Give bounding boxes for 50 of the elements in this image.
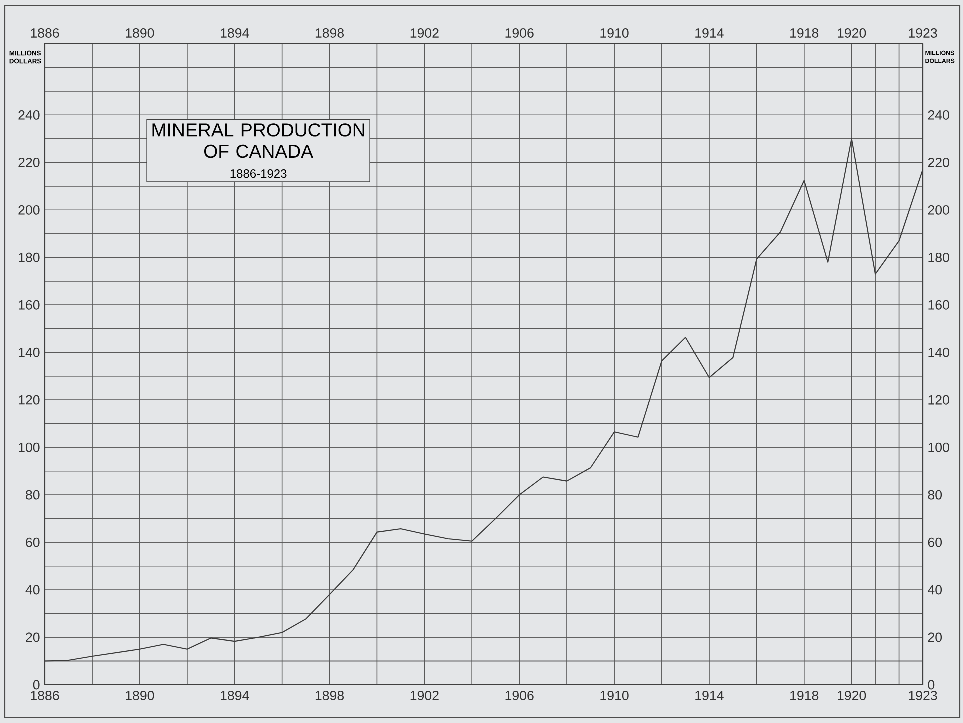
- x2-tick-label: 1906: [506, 691, 534, 700]
- x2-tick-label: 1918: [790, 691, 819, 700]
- x-tick-label: 1906: [506, 28, 534, 38]
- y2-tick-label: 60: [928, 538, 942, 548]
- y2-tick-label: 20: [928, 632, 942, 642]
- x-tick-label: 1890: [126, 28, 154, 38]
- x-tick-label: 1918: [790, 28, 819, 38]
- y-tick-label: 60: [26, 538, 40, 548]
- x-tick-label: 1914: [696, 28, 724, 38]
- text: MINERAL PRODUCTION OF CANADA: [152, 124, 364, 158]
- x2-tick-label: 1920: [838, 691, 866, 700]
- y2-tick-label: 0: [928, 680, 935, 690]
- y2-tick-label: 160: [928, 300, 950, 310]
- y2-tick-label: 140: [928, 348, 950, 358]
- y-tick-label: 200: [18, 205, 40, 215]
- x-tick-label: 1898: [316, 28, 344, 38]
- x2-tick-label: 1910: [600, 691, 629, 700]
- y2-tick-label: 120: [928, 395, 950, 405]
- x2-tick-label: 1923: [909, 691, 938, 700]
- text: 1886-1923: [230, 170, 287, 178]
- y-tick-label: 220: [18, 158, 40, 168]
- x-tick-label: 1923: [909, 28, 938, 38]
- x-tick-label: 1920: [838, 28, 866, 38]
- y-tick-label: 180: [19, 252, 40, 262]
- y-tick-label: 80: [26, 490, 40, 500]
- y-tick-label: 40: [26, 585, 40, 595]
- y-tick-label: 160: [19, 300, 40, 310]
- x-tick-label: 1894: [221, 28, 250, 38]
- x2-tick-label: 1914: [696, 691, 724, 700]
- y-tick-label: 140: [19, 348, 40, 358]
- y2-tick-label: 200: [928, 205, 950, 215]
- x-tick-label: 1902: [410, 28, 439, 38]
- y-tick-label: 0: [33, 680, 40, 690]
- y-tick-label: 120: [19, 395, 40, 405]
- y-tick-label: 20: [26, 632, 40, 642]
- y2-tick-label: 240: [928, 110, 950, 120]
- y-tick-label: 240: [18, 110, 40, 120]
- x2-tick-label: 1894: [221, 691, 250, 700]
- x-tick-label: 1910: [600, 28, 629, 38]
- x-tick-label: 1886: [31, 28, 60, 38]
- x2-tick-label: 1902: [410, 691, 439, 700]
- y-tick-label: 100: [19, 442, 40, 452]
- y2-tick-label: 80: [928, 490, 942, 500]
- x2-tick-label: 1890: [126, 691, 154, 700]
- x2-tick-label: 1898: [316, 691, 344, 700]
- y2-tick-label: 220: [928, 158, 950, 168]
- y2-tick-label: 100: [928, 442, 950, 452]
- y2-tick-label: 180: [928, 252, 950, 262]
- y2-tick-label: 40: [928, 585, 942, 595]
- x2-tick-label: 1886: [31, 691, 60, 700]
